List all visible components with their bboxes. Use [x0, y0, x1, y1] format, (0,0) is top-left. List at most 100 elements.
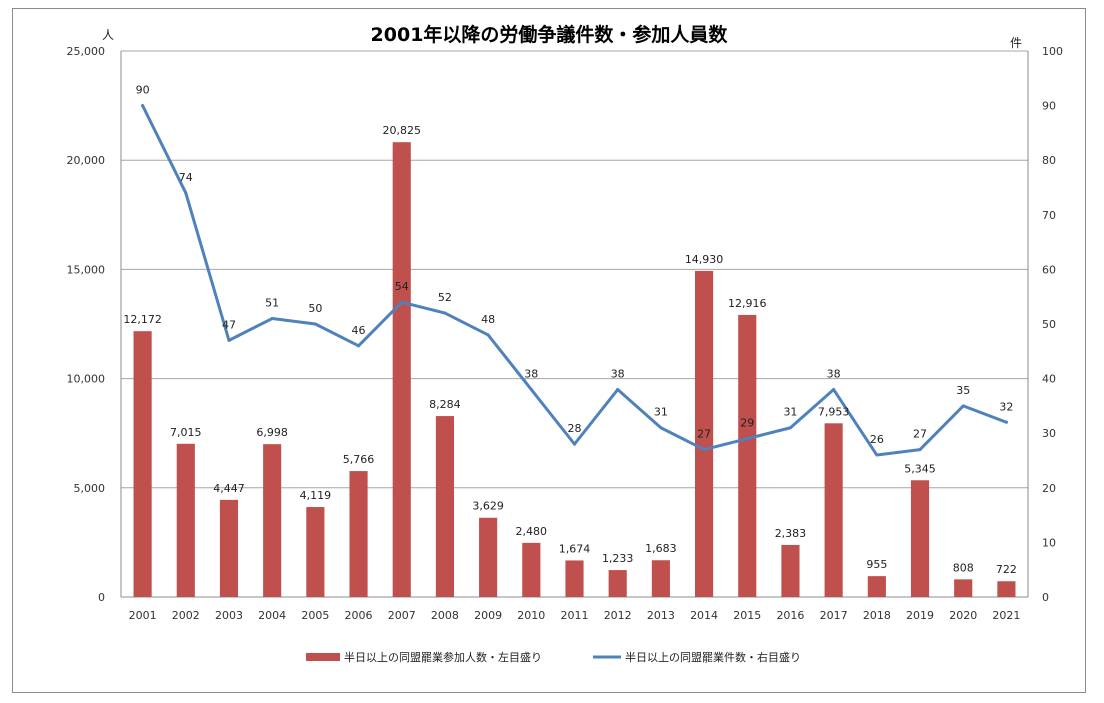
bar-value-label: 5,766 — [343, 453, 375, 466]
bar — [781, 544, 800, 597]
x-tick-label: 2006 — [345, 609, 373, 622]
x-tick-label: 2003 — [215, 609, 243, 622]
bar — [695, 270, 714, 597]
line-point — [961, 404, 965, 408]
x-axis-ticks: 2001 2002 2003 2004 2005 2006 2007 2008 2009 2010… — [129, 609, 1021, 622]
chart-title: 2001年以降の労働争議件数・参加人員数 — [371, 23, 729, 46]
line-point — [486, 333, 490, 337]
bar-value-label: 12,172 — [123, 313, 162, 326]
bar-value-label: 5,345 — [904, 462, 936, 475]
bar — [997, 581, 1016, 597]
bar — [479, 517, 498, 597]
chart-svg: 2001年以降の労働争議件数・参加人員数 人 件 12,172 7,015 4,44… — [67, 23, 1064, 664]
line-path — [141, 104, 1008, 457]
right-axis-ticks: 0 10 20 30 40 50 60 70 80 90 100 — [1042, 45, 1063, 604]
line-point — [443, 311, 447, 315]
line-value-label: 27 — [697, 428, 711, 441]
left-tick-label: 15,000 — [67, 263, 106, 276]
line-value-label: 48 — [481, 313, 495, 326]
bar-value-label: 1,233 — [602, 552, 634, 565]
x-tick-label: 2014 — [690, 609, 718, 622]
right-tick-label: 70 — [1042, 209, 1056, 222]
line-value-label: 38 — [524, 368, 538, 381]
bar — [867, 576, 886, 597]
right-tick-label: 50 — [1042, 318, 1056, 331]
x-tick-label: 2018 — [863, 609, 891, 622]
bar-value-label: 808 — [953, 561, 974, 574]
bar-value-label: 2,383 — [775, 527, 807, 540]
bar — [435, 416, 454, 597]
line-point — [832, 388, 836, 392]
line-point — [400, 300, 404, 304]
bar-value-label: 14,930 — [685, 253, 724, 266]
x-tick-label: 2007 — [388, 609, 416, 622]
bar-value-label: 3,629 — [472, 500, 504, 513]
legend-bar-label: 半日以上の同盟罷業参加人数・左目盛り — [344, 650, 542, 664]
gridlines — [120, 50, 1029, 598]
legend-line-label: 半日以上の同盟罷業件数・右目盛り — [625, 650, 801, 664]
line-data-labels: 90 74 47 51 50 46 54 52 48 38 28 38 31 27 29 31 38 26 27 35… — [136, 84, 1014, 446]
line-value-label: 31 — [654, 406, 668, 419]
line-point — [184, 191, 188, 195]
bar-value-label: 20,825 — [382, 124, 421, 137]
line-value-label: 52 — [438, 291, 452, 304]
bar — [522, 542, 541, 597]
bar — [651, 560, 670, 597]
x-tick-label: 2021 — [992, 609, 1020, 622]
x-tick-label: 2019 — [906, 609, 934, 622]
bar-value-label: 722 — [996, 563, 1017, 576]
line-value-label: 28 — [568, 422, 582, 435]
bar — [133, 331, 152, 597]
line-value-label: 46 — [352, 324, 366, 337]
line-value-label: 50 — [308, 302, 322, 315]
line-value-label: 38 — [611, 368, 625, 381]
line-value-label: 35 — [956, 384, 970, 397]
line-point — [788, 426, 792, 430]
line-point — [313, 322, 317, 326]
bar-value-label: 6,998 — [256, 426, 288, 439]
bar-value-label: 7,015 — [170, 426, 202, 439]
bar-value-label: 4,447 — [213, 482, 245, 495]
bar — [392, 142, 411, 597]
line-value-label: 90 — [136, 84, 150, 97]
line-point — [918, 448, 922, 452]
right-tick-label: 20 — [1042, 482, 1056, 495]
line-value-label: 74 — [179, 171, 193, 184]
left-tick-label: 0 — [98, 591, 105, 604]
right-axis-unit: 件 — [1010, 36, 1022, 50]
left-tick-label: 5,000 — [74, 482, 106, 495]
right-tick-label: 80 — [1042, 154, 1056, 167]
x-tick-label: 2008 — [431, 609, 459, 622]
bar — [263, 444, 282, 597]
left-tick-label: 25,000 — [67, 45, 106, 58]
line-point — [616, 388, 620, 392]
bar — [176, 443, 195, 597]
bar-value-label: 955 — [866, 558, 887, 571]
bar-value-label: 2,480 — [516, 525, 548, 538]
x-tick-label: 2009 — [474, 609, 502, 622]
line-point — [702, 448, 706, 452]
bar-value-label: 7,953 — [818, 405, 850, 418]
left-tick-label: 10,000 — [67, 373, 106, 386]
right-tick-label: 60 — [1042, 263, 1056, 276]
x-tick-label: 2015 — [733, 609, 761, 622]
line-point — [227, 338, 231, 342]
line-point — [529, 388, 533, 392]
line-point — [573, 442, 576, 446]
bar-value-label: 12,916 — [728, 297, 767, 310]
line-point — [745, 437, 749, 441]
x-tick-label: 2016 — [776, 609, 804, 622]
bar — [565, 560, 584, 597]
bar-value-label: 1,674 — [559, 542, 591, 555]
x-tick-label: 2013 — [647, 609, 675, 622]
left-axis-ticks: 0 5,000 10,000 15,000 20,000 25,000 — [67, 45, 106, 604]
x-tick-label: 2005 — [301, 609, 329, 622]
right-tick-label: 40 — [1042, 373, 1056, 386]
x-tick-label: 2017 — [820, 609, 848, 622]
chart-frame: 2001年以降の労働争議件数・参加人員数 人 件 12,172 7,015 4,44… — [12, 8, 1086, 693]
line-value-label: 51 — [265, 297, 279, 310]
x-tick-label: 2011 — [561, 609, 589, 622]
bar-series — [133, 142, 1016, 597]
line-value-label: 26 — [870, 433, 884, 446]
bar — [219, 499, 239, 597]
